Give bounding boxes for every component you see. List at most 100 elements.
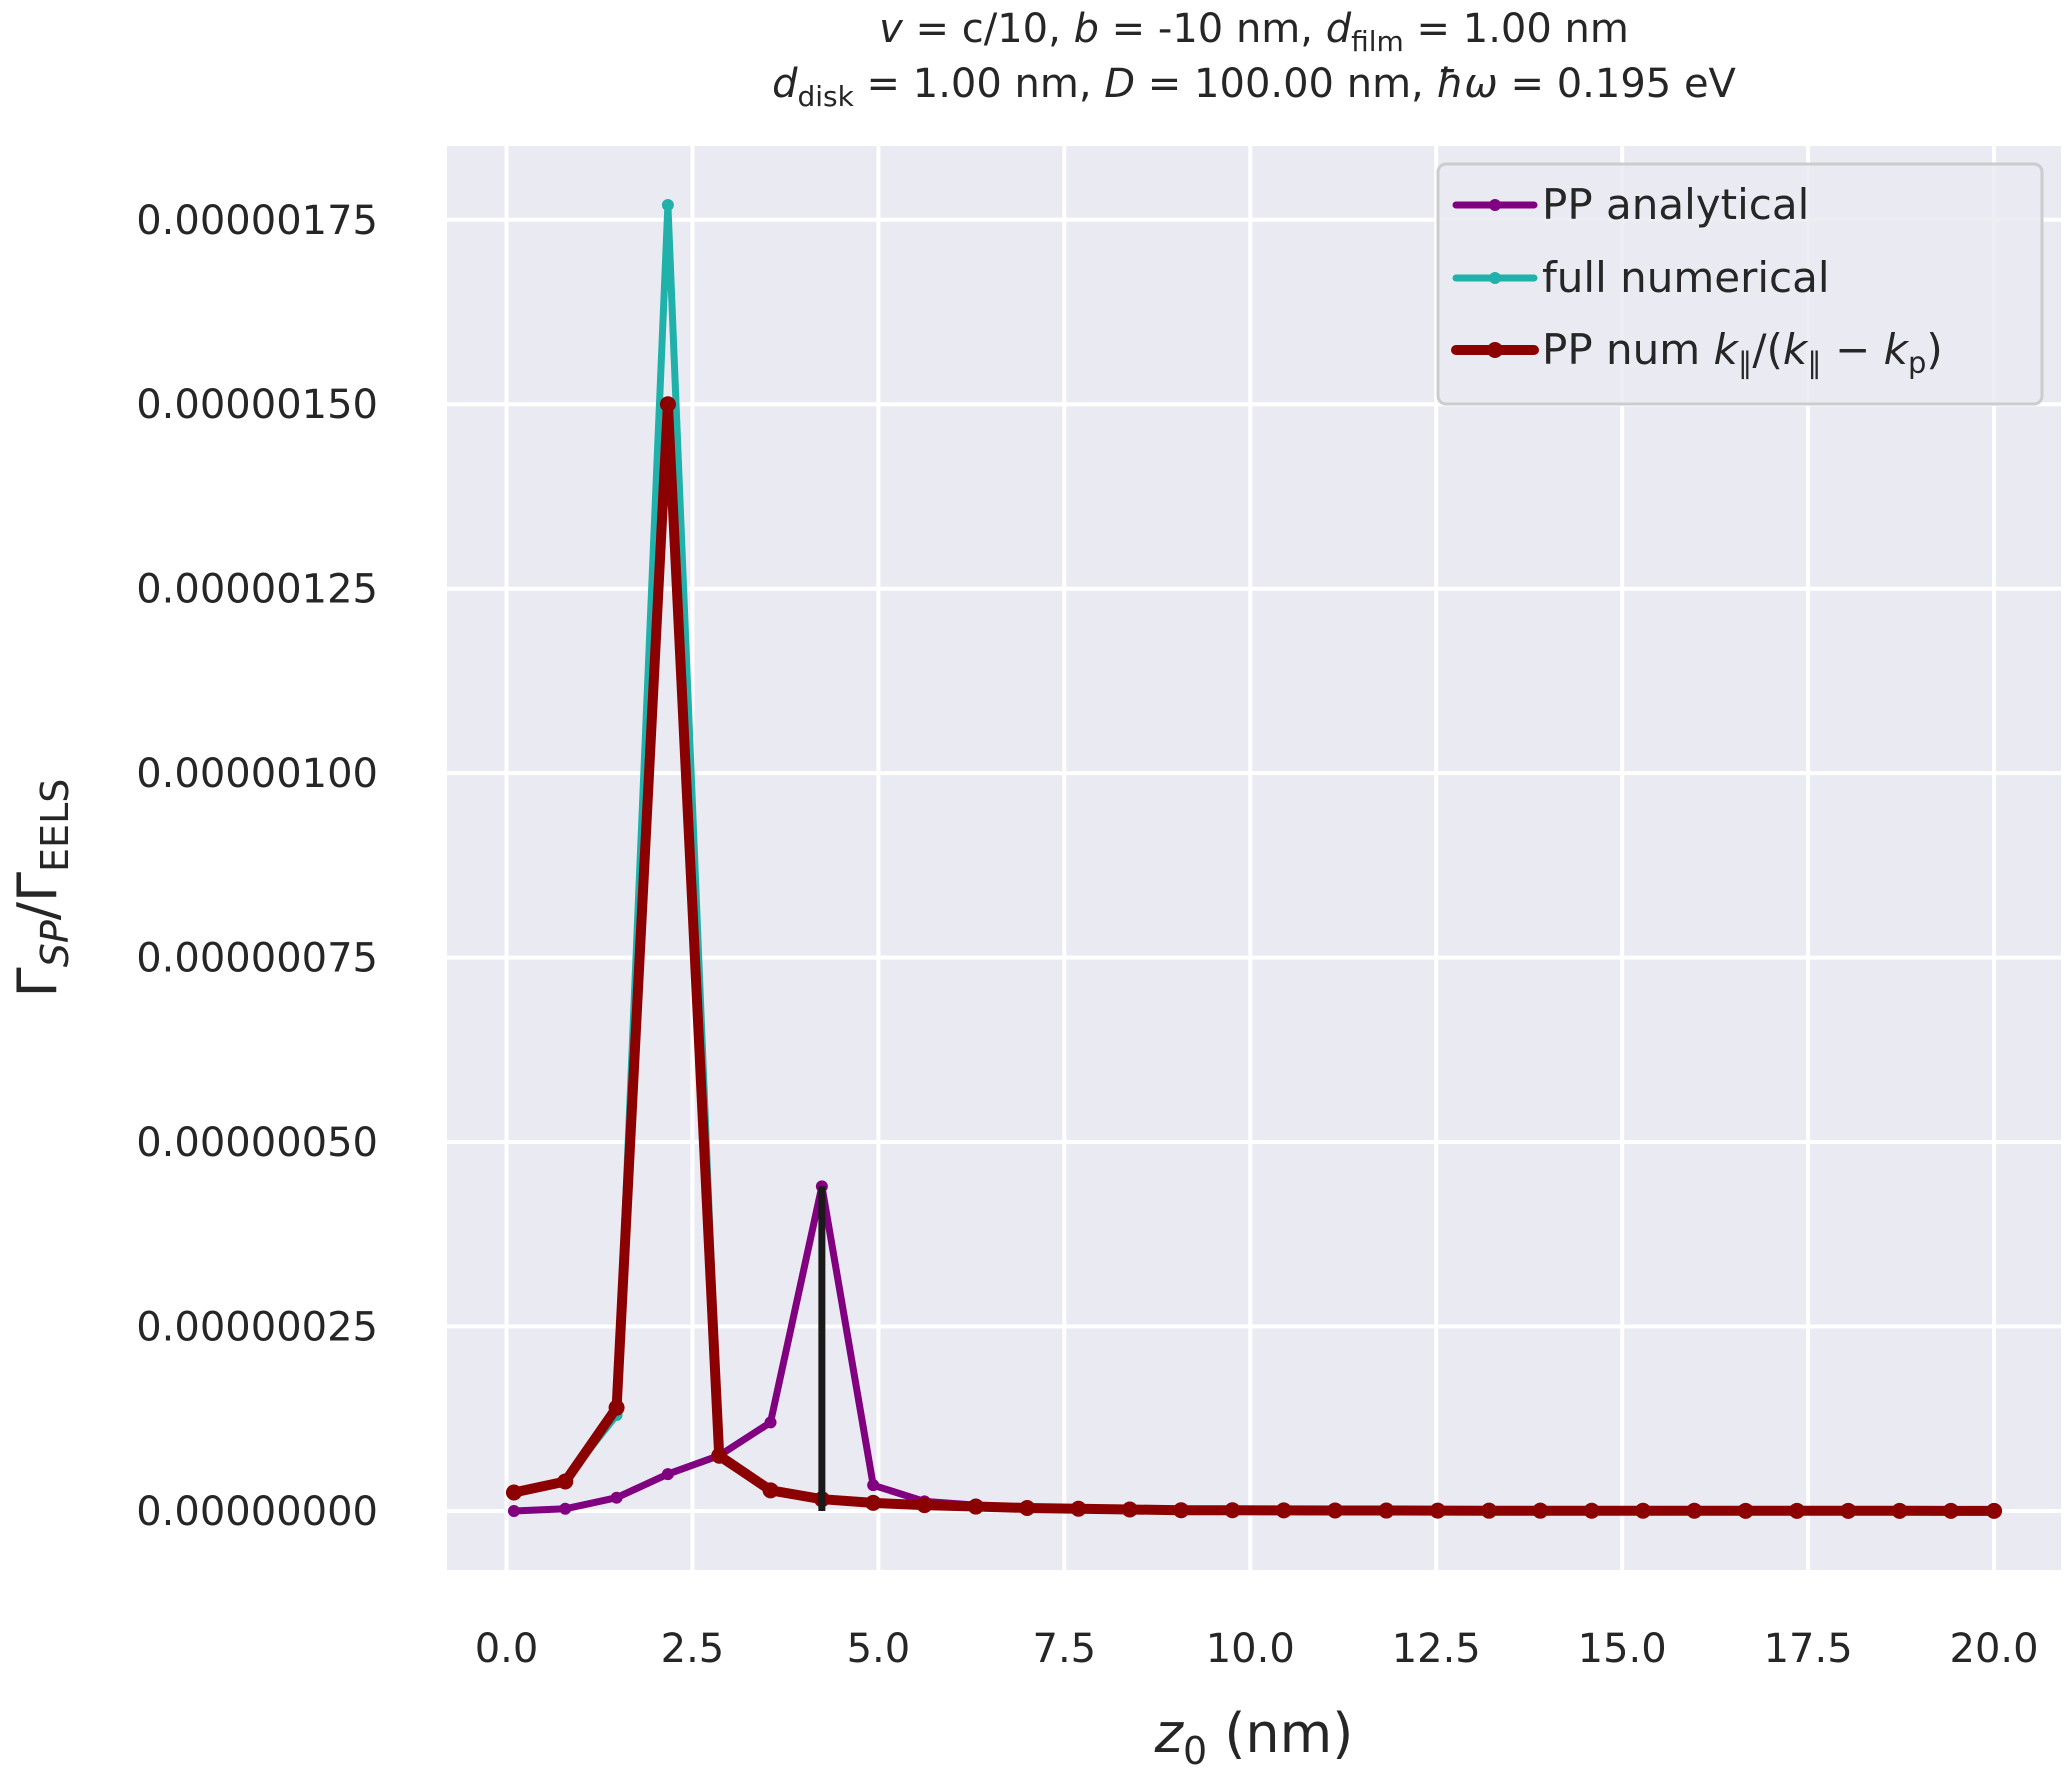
data-point	[1275, 1502, 1292, 1519]
data-point	[764, 1416, 777, 1429]
x-tick-label: 12.5	[1392, 1626, 1481, 1672]
title-line: ddisk = 1.00 nm, D = 100.00 nm, ħω = 0.1…	[772, 61, 1736, 113]
text-part: = 0.195 eV	[1498, 61, 1737, 107]
text-part: = 100.00 nm,	[1135, 61, 1436, 107]
text-part: −	[1822, 325, 1884, 374]
data-point	[1634, 1502, 1651, 1519]
data-point	[865, 1494, 882, 1511]
subscript-text: film	[1351, 25, 1404, 58]
legend-label: PP analytical	[1542, 180, 1809, 229]
data-point	[1327, 1502, 1344, 1519]
data-point	[1121, 1501, 1138, 1518]
series-line	[508, 399, 2000, 1516]
text-part: = -10 nm,	[1099, 6, 1326, 52]
legend-marker	[1487, 342, 1503, 358]
subscript-text: ∥	[1807, 346, 1822, 380]
x-axis-label: z0 (nm)	[1154, 1702, 1354, 1773]
title-line: v = c/10, b = -10 nm, dfilm = 1.00 nm	[879, 6, 1629, 58]
y-tick-label: 0.00000175	[136, 198, 378, 244]
subscript-text: 0	[1183, 1729, 1207, 1773]
text-part: )	[1926, 325, 1942, 374]
data-point	[1686, 1502, 1703, 1519]
data-point	[1019, 1500, 1036, 1517]
data-point	[1942, 1502, 1959, 1519]
x-tick-label: 17.5	[1764, 1626, 1853, 1672]
text-part: (nm)	[1207, 1702, 1353, 1765]
text-part: k	[1884, 325, 1910, 374]
data-point	[1224, 1502, 1241, 1519]
text-part: full numerical	[1542, 253, 1830, 302]
x-tick-label: 0.0	[475, 1626, 539, 1672]
text-part: = 1.00 nm,	[854, 61, 1104, 107]
y-tick-label: 0.00000050	[136, 1120, 378, 1166]
series-layer	[505, 199, 2003, 1519]
y-tick-label: 0.00000100	[136, 751, 378, 797]
y-tick-label: 0.00000125	[136, 567, 378, 613]
y-tick-label: 0.00000000	[136, 1489, 378, 1535]
x-tick-label: 20.0	[1950, 1626, 2039, 1672]
text-part: k	[1783, 325, 1809, 374]
text-part: z	[1154, 1702, 1185, 1765]
legend-box	[1436, 162, 2044, 406]
data-point	[1070, 1500, 1087, 1517]
data-point	[711, 1447, 728, 1464]
data-point	[967, 1498, 984, 1515]
text-part: Γ	[6, 967, 69, 997]
data-point	[1378, 1502, 1395, 1519]
data-point	[505, 1484, 522, 1501]
data-point	[1737, 1502, 1754, 1519]
subscript-text: p	[1908, 346, 1926, 380]
y-axis-label: ΓSP/ΓEELS	[6, 779, 77, 998]
legend-label: PP num k∥/(k∥ − kp)	[1542, 325, 1943, 380]
data-point	[507, 1504, 520, 1517]
text-part: D	[1104, 61, 1135, 107]
series-2	[505, 396, 2003, 1519]
data-point	[1891, 1502, 1908, 1519]
text-part: /(	[1752, 325, 1783, 374]
x-tick-label: 15.0	[1578, 1626, 1667, 1672]
data-point	[1840, 1502, 1857, 1519]
legend-label: full numerical	[1542, 253, 1830, 302]
text-part: d	[1326, 6, 1352, 52]
y-tick-label: 0.00000025	[136, 1305, 378, 1351]
x-axis-label-text: z0 (nm)	[1154, 1702, 1354, 1773]
subscript-text: SP	[33, 920, 77, 967]
data-point	[610, 1491, 623, 1504]
text-part: k	[1714, 325, 1740, 374]
text-part: PP analytical	[1542, 180, 1809, 229]
text-part: = 1.00 nm	[1404, 6, 1629, 52]
data-point	[1788, 1502, 1805, 1519]
x-tick-label: 10.0	[1206, 1626, 1295, 1672]
x-tick-label: 2.5	[661, 1626, 725, 1672]
data-point	[659, 396, 676, 413]
text-part: PP num	[1542, 325, 1714, 374]
subscript-text: EELS	[33, 779, 77, 872]
y-axis-label-text: ΓSP/ΓEELS	[6, 779, 77, 998]
y-tick-label: 0.00000075	[136, 936, 378, 982]
data-point	[559, 1502, 572, 1515]
text-part: = c/10,	[903, 6, 1074, 52]
y-tick-labels: 0.00000000 0.00000025 0.00000050 0.00000075…	[136, 198, 378, 1535]
data-point	[762, 1482, 779, 1499]
data-point	[1429, 1502, 1446, 1519]
text-part: d	[772, 61, 798, 107]
legend-entry: PP num k∥/(k∥ − kp)	[1451, 325, 1943, 380]
subscript-text: disk	[797, 80, 854, 113]
text-part: /Γ	[6, 872, 69, 920]
x-tick-labels: 0.0 2.5 5.0 7.5 10.0 12.5 15.0 17.5 20.0	[475, 1626, 2039, 1672]
y-tick-label: 0.00000150	[136, 382, 378, 428]
legend-marker	[1489, 199, 1501, 211]
data-point	[661, 1468, 674, 1481]
text-part: ħω	[1436, 61, 1497, 107]
x-tick-label: 5.0	[847, 1626, 911, 1672]
data-point	[916, 1497, 933, 1514]
text-part: b	[1074, 6, 1099, 52]
x-tick-label: 7.5	[1033, 1626, 1097, 1672]
data-point	[557, 1473, 574, 1490]
data-point	[867, 1479, 880, 1492]
data-point	[1986, 1502, 2003, 1519]
data-point	[608, 1399, 625, 1416]
subscript-text: ∥	[1738, 346, 1753, 380]
